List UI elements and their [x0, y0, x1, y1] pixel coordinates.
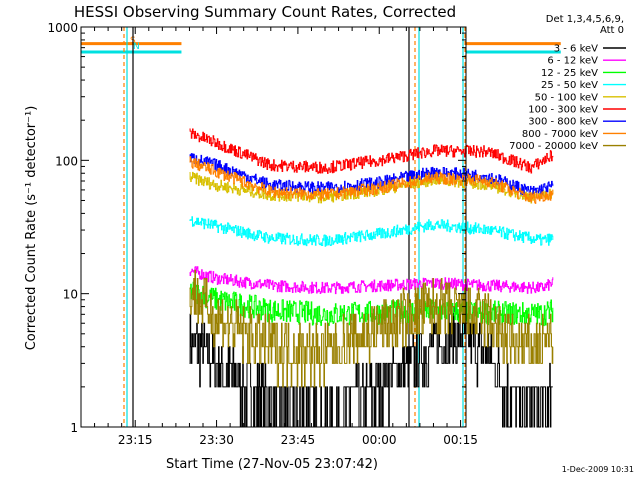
- x-tick-label-0: 23:15: [118, 433, 153, 447]
- legend-label-7: 800 - 7000 keV: [522, 129, 598, 140]
- chart-title: HESSI Observing Summary Count Rates, Cor…: [74, 3, 456, 21]
- series-line-3: [189, 216, 554, 247]
- y-axis-label: Corrected Count Rate (s⁻¹ detector⁻¹): [24, 106, 39, 351]
- legend-label-4: 50 - 100 keV: [535, 92, 599, 103]
- legend-label-5: 100 - 300 keV: [528, 105, 598, 116]
- x-tick-label-1: 23:30: [199, 433, 234, 447]
- x-tick-label-2: 23:45: [281, 433, 316, 447]
- y-tick-label-2: 100: [55, 154, 78, 168]
- x-tick-label-4: 00:15: [443, 433, 478, 447]
- series-line-7: [189, 156, 554, 204]
- legend-label-1: 6 - 12 keV: [547, 56, 598, 67]
- axes: 23:15 23:30 23:45 00:00 00:15 1 10 100 1000: [47, 21, 477, 447]
- y-tick-label-0: 1: [70, 421, 78, 435]
- series-line-2: [189, 281, 554, 327]
- flag-label-N: N: [133, 42, 140, 52]
- y-tick-label-1: 10: [63, 288, 78, 302]
- plot-content: SN: [81, 27, 561, 428]
- y-tick-label-3: 1000: [47, 21, 78, 35]
- legend-label-3: 25 - 50 keV: [541, 80, 598, 91]
- series-line-8: [189, 269, 554, 388]
- legend-label-0: 3 - 6 keV: [554, 44, 598, 55]
- series-line-5: [189, 128, 554, 174]
- legend-title-0: Det 1,3,4,5,6,9,: [546, 14, 624, 25]
- legend-label-2: 12 - 25 keV: [541, 68, 598, 79]
- footer-timestamp: 1-Dec-2009 10:31: [562, 465, 634, 474]
- series-line-6: [189, 153, 554, 196]
- series-line-1: [189, 266, 554, 295]
- legend-label-6: 300 - 800 keV: [528, 117, 598, 128]
- x-tick-label-3: 00:00: [362, 433, 397, 447]
- plot-frame: [80, 26, 467, 428]
- legend-title-1: Att 0: [600, 25, 624, 36]
- x-axis-label: Start Time (27-Nov-05 23:07:42): [166, 457, 378, 472]
- legend-label-8: 7000 - 20000 keV: [509, 141, 598, 152]
